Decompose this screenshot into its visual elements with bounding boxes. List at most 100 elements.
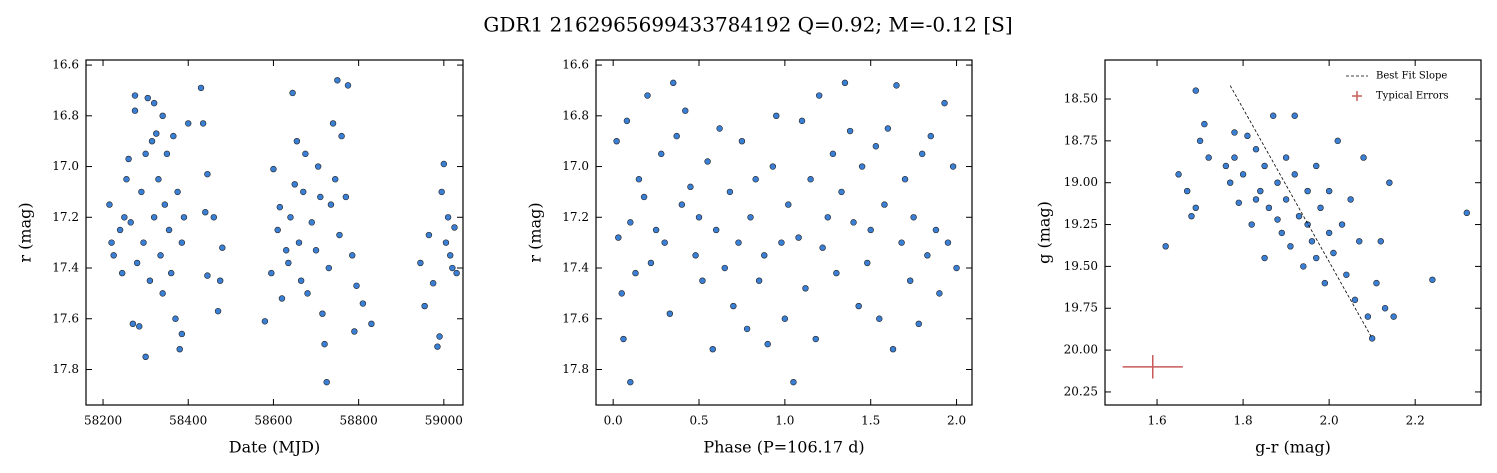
x-tick-label: 1.5 [861,414,880,428]
point [1188,212,1195,220]
y-tick-label: 19.50 [1064,259,1098,273]
point [884,125,892,132]
point [129,320,137,328]
point [1313,254,1320,262]
y-tick-label: 17.6 [562,311,589,325]
point [1244,132,1251,140]
x-tick-label: 1.0 [775,414,794,428]
x-tick-label: 2.0 [947,414,966,428]
point [1257,187,1264,195]
point [116,226,124,234]
point [1175,171,1182,178]
point [204,272,211,279]
point [1360,154,1367,161]
y-tick-label: 16.6 [562,58,589,72]
point [297,277,305,284]
point [1334,137,1341,145]
point [276,203,284,211]
point [1239,171,1247,178]
y-tick-label: 16.8 [52,108,79,122]
point [125,155,132,163]
point [841,79,849,87]
point [1304,187,1311,195]
point [1183,187,1191,195]
point [429,280,437,287]
point [197,84,205,92]
y-tick-label: 17.6 [52,311,79,325]
point [747,214,754,221]
point [199,120,207,127]
point [670,79,677,87]
point [261,318,269,325]
point [1463,209,1471,217]
point [302,150,309,158]
y-tick-label: 19.00 [1064,175,1098,189]
point [1231,154,1238,161]
point [687,183,694,191]
y-tick-label: 17.4 [52,261,79,275]
point [336,231,343,239]
y-tick-label: 19.75 [1064,301,1098,315]
point [666,310,674,317]
point [436,333,443,340]
point [944,239,952,246]
point [819,244,826,251]
point [1282,154,1290,161]
point [1390,313,1397,320]
point [709,345,716,353]
point [334,77,341,84]
point [440,160,448,168]
point [1192,204,1199,212]
point [1205,154,1212,161]
point [1278,229,1286,237]
point [1338,221,1346,228]
point [136,323,143,330]
point [308,219,315,226]
point [329,120,337,127]
point [658,150,665,158]
point [142,150,149,158]
point [1300,263,1307,270]
point [285,259,292,267]
x-tick-label: 2.0 [1320,414,1339,428]
point [623,117,631,125]
point [304,290,311,297]
point [368,320,375,328]
x-axis-label: Date (MJD) [229,438,320,457]
point [163,150,171,158]
y-tick-label: 20.00 [1064,343,1098,357]
point [1201,120,1208,128]
point [210,214,217,221]
point [738,137,746,145]
point [1347,196,1354,203]
point [640,193,648,201]
point [872,143,880,150]
point [287,214,294,221]
point [1325,187,1333,195]
x-tick-label: 58800 [340,414,378,428]
point [176,345,183,353]
y-tick-label: 17.4 [562,261,589,275]
point [1343,271,1350,278]
point [140,239,147,246]
point [204,170,211,178]
point [165,226,173,234]
point [119,269,126,277]
y-axis-label: r (mag) [526,202,545,262]
point [1313,162,1320,170]
figure-title: GDR1 2162965699433784192 Q=0.92; M=-0.12… [483,13,1012,37]
point [1351,296,1359,304]
point [421,302,428,310]
point [881,201,888,208]
point [1356,238,1363,245]
point [798,117,806,125]
point [174,188,181,196]
point [1325,229,1333,237]
point [319,310,326,317]
point [202,209,209,216]
point [1321,279,1329,287]
point [142,353,149,361]
point [893,82,900,89]
point [858,163,866,170]
point [752,176,759,183]
